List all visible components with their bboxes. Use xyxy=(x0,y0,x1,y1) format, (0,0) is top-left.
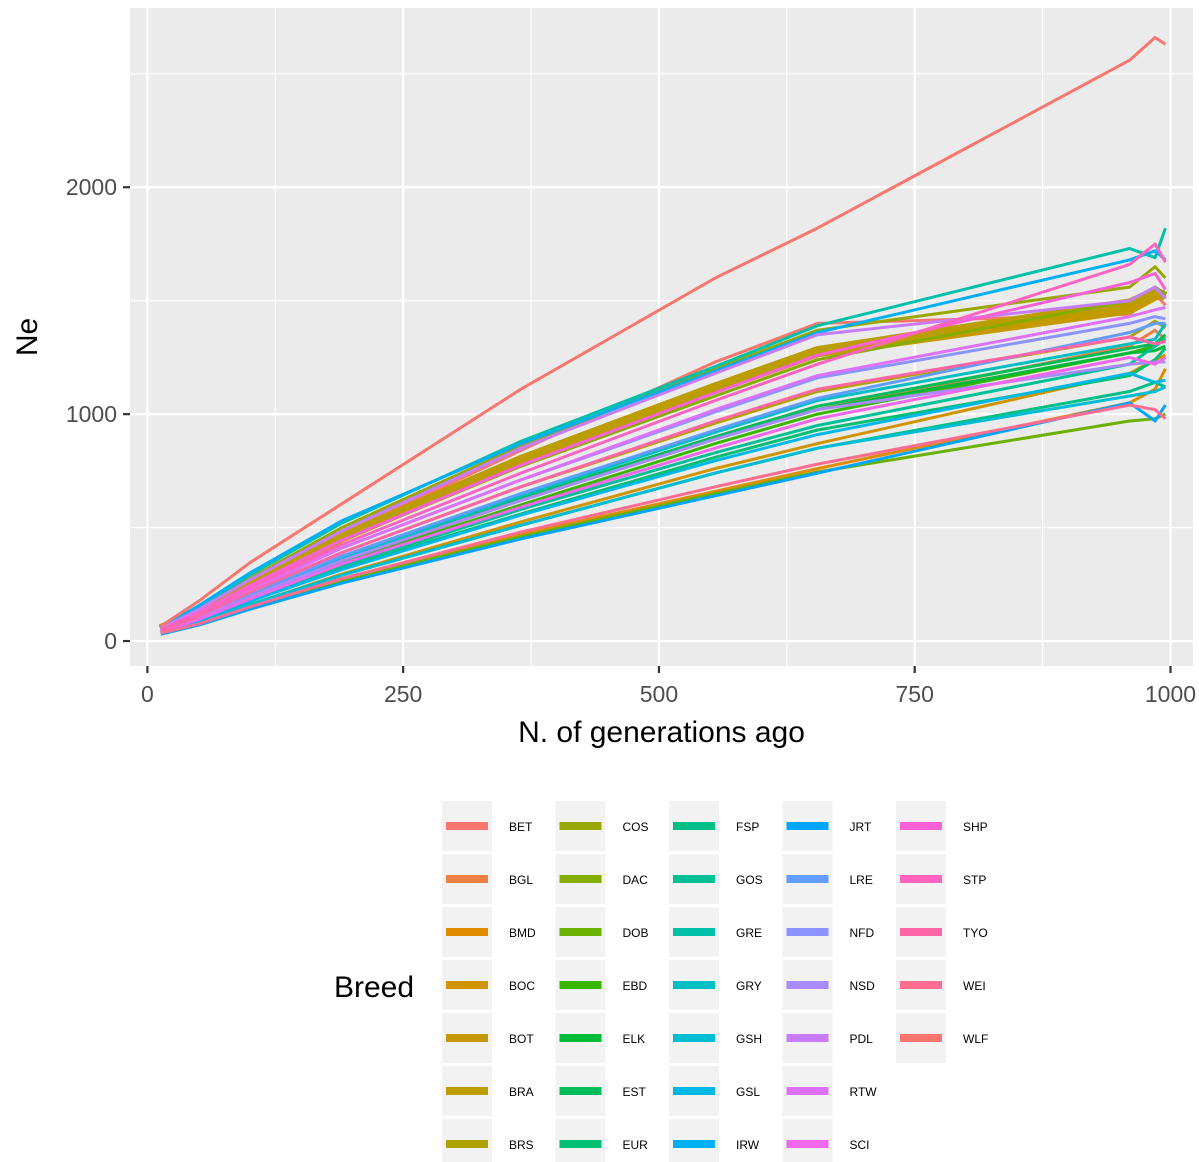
legend-item-wlf: WLF xyxy=(896,1013,988,1063)
legend-item-wei: WEI xyxy=(896,960,986,1010)
series-lines xyxy=(158,36,1168,636)
legend-label: GRY xyxy=(736,979,762,993)
series-line-tyo xyxy=(160,335,1166,633)
legend-label: GRE xyxy=(736,926,762,940)
legend-item-sci: SCI xyxy=(782,1119,870,1162)
series-line-jrt xyxy=(160,401,1167,636)
legend-item-shp: SHP xyxy=(896,801,988,851)
legend-label: BRA xyxy=(509,1085,534,1099)
y-axis-title: Ne xyxy=(11,318,44,356)
legend-label: ELK xyxy=(623,1032,646,1046)
legend-item-stp: STP xyxy=(896,854,986,904)
legend-item-bra: BRA xyxy=(442,1066,534,1116)
legend-item-jrt: JRT xyxy=(782,801,872,851)
legend-label: STP xyxy=(963,873,986,887)
series-line-bra xyxy=(158,287,1168,633)
x-tick-label: 250 xyxy=(384,681,422,707)
legend-item-boc: BOC xyxy=(442,960,535,1010)
legend: Breed BET BGL BMD BOC BOT BRA BRS COS DAC DOB EBD E… xyxy=(334,801,988,1162)
x-tick-label: 500 xyxy=(640,681,678,707)
legend-label: BOT xyxy=(509,1032,534,1046)
legend-item-gsl: GSL xyxy=(669,1066,760,1116)
legend-item-gsh: GSH xyxy=(669,1013,762,1063)
legend-label: EST xyxy=(623,1085,647,1099)
legend-label: GOS xyxy=(736,873,763,887)
legend-label: DOB xyxy=(623,926,649,940)
legend-item-dac: DAC xyxy=(555,854,649,904)
x-axis-title: N. of generations ago xyxy=(518,716,805,749)
legend-label: DAC xyxy=(623,873,649,887)
legend-item-irw: IRW xyxy=(669,1119,760,1162)
legend-label: BET xyxy=(509,820,533,834)
legend-item-tyo: TYO xyxy=(896,907,988,957)
legend-label: JRT xyxy=(850,820,872,834)
series-line-stp xyxy=(160,242,1167,632)
legend-item-nfd: NFD xyxy=(782,907,875,957)
legend-label: EUR xyxy=(623,1138,649,1152)
legend-item-bot: BOT xyxy=(442,1013,534,1063)
series-line-gsl xyxy=(160,371,1166,634)
legend-label: BGL xyxy=(509,873,533,887)
legend-label: LRE xyxy=(850,873,873,887)
legend-item-est: EST xyxy=(555,1066,647,1116)
legend-item-nsd: NSD xyxy=(782,960,876,1010)
legend-item-bet: BET xyxy=(442,801,533,851)
legend-item-ebd: EBD xyxy=(555,960,648,1010)
legend-label: SCI xyxy=(850,1138,870,1152)
x-tick-label: 0 xyxy=(141,681,154,707)
legend-label: TYO xyxy=(963,926,988,940)
legend-label: NFD xyxy=(850,926,875,940)
series-line-nsd xyxy=(160,360,1166,634)
legend-item-cos: COS xyxy=(555,801,649,851)
legend-title: Breed xyxy=(334,971,414,1004)
legend-label: GSH xyxy=(736,1032,762,1046)
legend-label: NSD xyxy=(850,979,876,993)
legend-item-bgl: BGL xyxy=(442,854,533,904)
series-line-rtw xyxy=(160,306,1166,633)
legend-item-gos: GOS xyxy=(669,854,763,904)
series-line-wei xyxy=(160,403,1167,635)
legend-label: WEI xyxy=(963,979,986,993)
legend-label: RTW xyxy=(850,1085,878,1099)
legend-item-lre: LRE xyxy=(782,854,873,904)
legend-item-gre: GRE xyxy=(669,907,762,957)
legend-item-bmd: BMD xyxy=(442,907,536,957)
y-axis: 0 1000 2000 xyxy=(66,174,130,654)
legend-label: BMD xyxy=(509,926,536,940)
y-tick-label: 2000 xyxy=(66,174,117,200)
x-tick-label: 1000 xyxy=(1145,681,1196,707)
legend-label: EBD xyxy=(623,979,648,993)
y-tick-label: 1000 xyxy=(66,401,117,427)
legend-label: WLF xyxy=(963,1032,988,1046)
legend-label: SHP xyxy=(963,820,988,834)
legend-label: GSL xyxy=(736,1085,760,1099)
legend-item-eur: EUR xyxy=(555,1119,649,1162)
series-line-sci xyxy=(160,355,1167,634)
legend-item-pdl: PDL xyxy=(782,1013,874,1063)
x-axis: 0 250 500 750 1000 xyxy=(141,666,1196,707)
legend-item-brs: BRS xyxy=(442,1119,534,1162)
legend-label: COS xyxy=(623,820,649,834)
legend-label: FSP xyxy=(736,820,759,834)
legend-label: BOC xyxy=(509,979,535,993)
legend-item-rtw: RTW xyxy=(782,1066,878,1116)
series-line-gsh xyxy=(160,385,1167,635)
series-line-wlf xyxy=(159,36,1167,628)
x-tick-label: 750 xyxy=(896,681,934,707)
legend-label: IRW xyxy=(736,1138,760,1152)
legend-item-gry: GRY xyxy=(669,960,762,1010)
y-tick-label: 0 xyxy=(104,628,117,654)
legend-label: PDL xyxy=(850,1032,874,1046)
legend-item-elk: ELK xyxy=(555,1013,646,1063)
legend-label: BRS xyxy=(509,1138,534,1152)
legend-item-dob: DOB xyxy=(555,907,649,957)
legend-item-fsp: FSP xyxy=(669,801,759,851)
series-line-pdl xyxy=(160,285,1167,630)
legend-items: BET BGL BMD BOC BOT BRA BRS COS DAC DOB EBD ELK EST E… xyxy=(442,801,988,1162)
